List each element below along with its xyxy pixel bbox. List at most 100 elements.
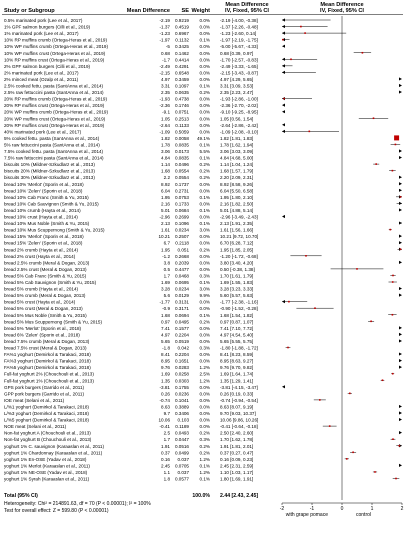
mean-difference-value: 8.63	[161, 404, 170, 409]
mean-difference-value: 1.05	[161, 116, 170, 121]
se-value: 0.0234	[175, 228, 189, 233]
mean-difference-value: 9.7	[164, 411, 171, 416]
point-estimate	[308, 130, 311, 133]
ci-value: -1.09 [-2.08, -0.10]	[220, 129, 258, 134]
point-estimate	[389, 228, 392, 231]
ci-arrow	[399, 417, 402, 422]
weight-value: 0.1%	[200, 280, 210, 285]
ci-value: -2.19 [-4.00, -0.38]	[220, 18, 258, 23]
point-estimate	[370, 320, 372, 323]
weight-value: 1.2%	[200, 365, 210, 370]
weight-value: 0.0%	[200, 182, 210, 187]
weight-value: 0.0%	[200, 110, 210, 115]
se-value: 0.0303	[175, 378, 189, 383]
ci-arrow	[282, 129, 285, 133]
point-estimate	[374, 471, 376, 473]
ci-value: 2.13 [1.91, 2.35]	[220, 221, 253, 226]
mean-difference-value: 0.26	[161, 391, 170, 396]
mean-difference-value: 1.95	[161, 247, 170, 252]
ci-value: -2.64 [-2.86, -2.42]	[220, 123, 258, 128]
ci-value: 4.84 [4.68, 5.00]	[220, 156, 253, 161]
weight-value: 0.0%	[200, 260, 210, 265]
weight-value: 0.0%	[200, 267, 210, 272]
weight-value: 1.2%	[200, 457, 210, 462]
study-name: 20% RP muffins crumb (Ortega-Heras et al…	[4, 97, 107, 102]
study-name: bread 5% Cab Franc (Smith & Yu, 2015)	[4, 273, 87, 278]
study-name: 7.5% cooked fettu. pasta (SantAnna et al…	[4, 149, 104, 154]
mean-difference-value: 1.68	[161, 169, 170, 174]
mean-difference-value: 1.14	[161, 162, 170, 167]
weight-value: 0.0%	[200, 411, 210, 416]
mean-difference-value: 3.28	[161, 287, 170, 292]
se-value: 0.1737	[175, 182, 189, 187]
weight-value: 0.1%	[200, 463, 210, 468]
study-name: bread 10% 'Zelen' (Sporin et al., 2018)	[4, 188, 83, 193]
mean-difference-value: 2.35	[161, 90, 170, 95]
study-name: Full-fat yoghurt 2% (Chouchouli et al., …	[4, 372, 94, 377]
mean-difference-value: -0.74	[160, 398, 171, 403]
ci-arrow	[282, 110, 285, 114]
ci-value: -2.96 [-3.49, -2.43]	[220, 215, 258, 220]
study-name: 1% GPF salmon burgers (Cilli et al., 201…	[4, 25, 91, 30]
se-value: 0.1733	[175, 201, 189, 206]
study-name: bread 5% 'Merlot' (Sporin et al., 2018)	[4, 326, 82, 331]
ci-value: -1.37 [-2.26, -0.48]	[220, 25, 258, 30]
ci-value: 8.92 [8.58, 9.26]	[220, 182, 253, 187]
ci-arrow	[399, 431, 402, 435]
study-name: bread 5% crumb (Hayta et al., 2014)	[4, 287, 79, 292]
study-name: bread 10% crumb (Hayta et al., 2014)	[4, 208, 81, 213]
weight-value: 0.2%	[200, 444, 210, 449]
point-estimate	[398, 444, 401, 447]
se-value: 0.1133	[175, 123, 189, 128]
study-name: bread 7.5% crust (Meral & Dogan, 2013)	[4, 346, 87, 351]
ci-value: 0.68 [0.39, 0.97]	[220, 51, 253, 56]
point-estimate	[394, 135, 400, 141]
study-name: yoghurt 1% NE-OSE (Yadav et al., 2018)	[4, 470, 88, 475]
ci-arrow	[282, 103, 285, 107]
point-estimate	[352, 451, 354, 454]
weight-value: 0.0%	[200, 25, 210, 30]
ci-header: Mean Difference	[225, 2, 268, 8]
se-value: 0.1577	[175, 326, 189, 331]
study-name: yoghurt 1% Syrah (Karaaslan et al., 2011…	[4, 477, 90, 482]
point-estimate	[328, 425, 331, 427]
mean-difference-value: -0.41	[160, 424, 171, 429]
se-value: 0.2513	[175, 116, 189, 121]
study-name: bread 10% Mus Scuppernong (Smith & Yu, 2…	[4, 228, 105, 233]
se-value: 0.4738	[175, 97, 189, 102]
ci-arrow	[399, 352, 402, 356]
ci-value: 2.35 [2.23, 2.47]	[220, 90, 253, 95]
ci-value: 1.91 [1.81, 2.01]	[220, 444, 253, 449]
ci-value: 5.01 [4.88, 5.14]	[220, 208, 253, 213]
mean-difference-value: 4.97	[161, 77, 170, 82]
mean-difference-value: 1.69	[161, 372, 170, 377]
header: Study or Subgroup Mean Difference SE Wei…	[2, 2, 403, 15]
study-name: bread 15% 'Merlot' (Sporin et al., 2018)	[4, 234, 84, 239]
ci-value: 2.45 [2.31, 2.59]	[220, 463, 253, 468]
mean-difference-value: -2.64	[160, 123, 171, 128]
weight-value: 5.5%	[200, 149, 210, 154]
weight-value: 0.0%	[200, 234, 210, 239]
point-estimate	[391, 313, 394, 316]
weight-value: 0.0%	[200, 70, 210, 75]
weight-value: 3.0%	[200, 228, 210, 233]
ci-subheader: IV, Fixed, 95% CI	[225, 8, 269, 14]
mean-difference-value: 1.1	[164, 470, 171, 475]
mean-difference-value: 0.68	[161, 51, 170, 56]
ci-value: 4.97 [4.54, 5.40]	[220, 332, 253, 337]
se-value: 0.0496	[175, 162, 189, 167]
point-estimate	[300, 25, 302, 28]
se-value: 0.0835	[175, 156, 189, 161]
ci-arrow	[399, 411, 402, 415]
study-name: Non-fat yoghurt A (Chouchouli et al., 20…	[4, 431, 91, 436]
ci-value: 1.70 [1.61, 1.79]	[220, 273, 253, 278]
mean-difference-value: 1.61	[161, 228, 170, 233]
study-name: yoghurt 1% Chardonnay (Karaaslan et al.,…	[4, 450, 103, 455]
mean-difference-value: 6.04	[161, 188, 170, 193]
weight-value: 0.0%	[200, 57, 210, 62]
se-value: 0.2699	[175, 215, 189, 220]
study-name: bread 5% Mus Scuppernong (Smith & Yu, 20…	[4, 319, 102, 324]
point-estimate	[372, 117, 375, 120]
ci-value: 6.70 [6.28, 7.12]	[220, 241, 253, 246]
ci-arrow	[399, 90, 402, 94]
